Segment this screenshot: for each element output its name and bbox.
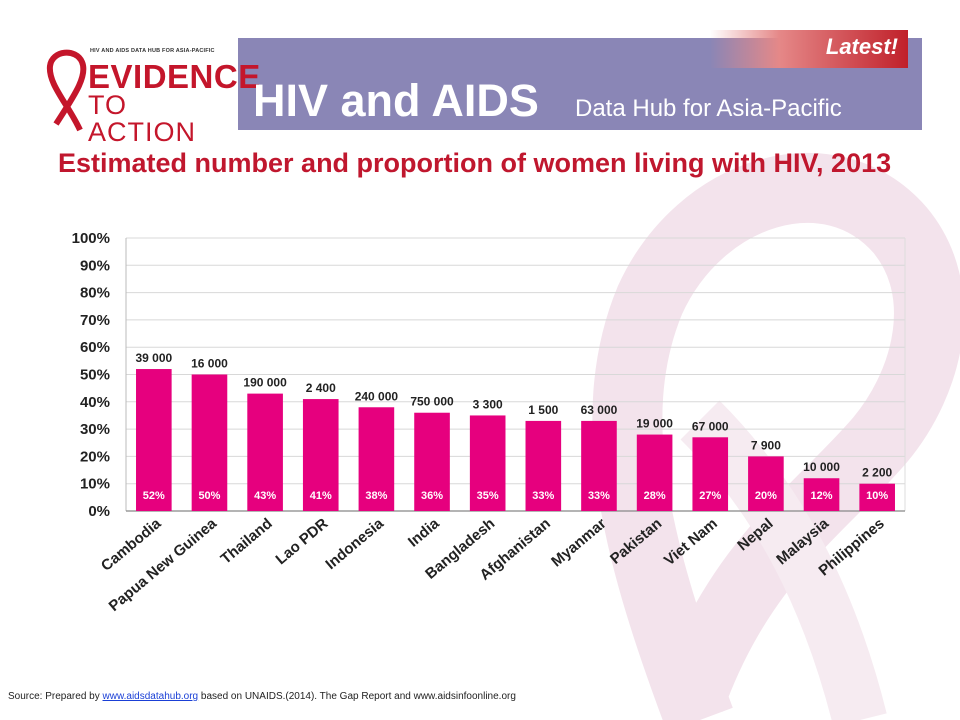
bar — [636, 434, 673, 511]
bar-percent-label: 43% — [254, 490, 276, 502]
logo-tagline: HIV AND AIDS DATA HUB FOR ASIA-PACIFIC — [90, 48, 215, 54]
logo-evidence-text: EVIDENCE — [88, 58, 261, 95]
bar — [136, 369, 172, 511]
y-tick-label: 20% — [80, 448, 110, 465]
bar — [859, 483, 895, 511]
hub-title: HIV and AIDS — [253, 75, 539, 126]
y-tick-label: 0% — [88, 503, 110, 520]
bar — [748, 456, 784, 511]
source-suffix: based on UNAIDS.(2014). The Gap Report a… — [198, 691, 516, 702]
hub-subtitle: Data Hub for Asia-Pacific — [575, 95, 842, 122]
bar-count-label: 750 000 — [410, 395, 454, 409]
bar-percent-label: 33% — [532, 490, 554, 502]
x-category-label: Pakistan — [607, 515, 665, 568]
x-category-label: Papua New Guinea — [106, 515, 221, 615]
bar-count-label: 10 000 — [803, 460, 840, 474]
bar-percent-label: 50% — [198, 490, 220, 502]
bar-percent-label: 27% — [699, 490, 721, 502]
bar-percent-label: 33% — [588, 490, 610, 502]
x-category-label: Nepal — [734, 515, 776, 554]
bar-percent-label: 38% — [365, 490, 387, 502]
logo-action-text: TO ACTION — [88, 90, 197, 147]
bar-count-label: 7 900 — [751, 438, 781, 452]
source-prefix: Source: Prepared by — [8, 691, 103, 702]
bar-count-label: 1 500 — [528, 403, 558, 417]
bar-percent-label: 36% — [421, 490, 443, 502]
y-tick-label: 70% — [80, 312, 110, 329]
bar — [803, 478, 840, 511]
bar-percent-label: 28% — [644, 490, 666, 502]
bar — [581, 420, 617, 511]
bar — [414, 412, 450, 511]
bar — [525, 420, 562, 511]
source-link[interactable]: www.aidsdatahub.org — [102, 691, 199, 702]
bar-count-label: 39 000 — [135, 351, 172, 365]
source-note: Source: Prepared by www.aidsdatahub.org … — [8, 691, 516, 702]
y-tick-label: 100% — [72, 230, 110, 247]
bar-count-label: 63 000 — [581, 403, 618, 417]
bar — [358, 407, 395, 511]
bar-count-label: 67 000 — [692, 419, 729, 433]
latest-label: Latest! — [825, 34, 898, 59]
y-tick-label: 10% — [80, 476, 110, 493]
y-tick-label: 90% — [80, 257, 110, 274]
bar-percent-label: 41% — [310, 490, 332, 502]
bar — [692, 437, 729, 511]
y-tick-label: 80% — [80, 285, 110, 302]
bar-count-label: 2 200 — [862, 466, 892, 480]
bar — [302, 399, 339, 511]
bar-count-label: 19 000 — [636, 417, 673, 431]
bar-count-label: 240 000 — [355, 389, 399, 403]
y-tick-label: 30% — [80, 421, 110, 438]
x-category-label: Viet Nam — [661, 515, 721, 569]
bar-percent-label: 20% — [755, 490, 777, 502]
x-category-label: India — [405, 515, 443, 551]
bar — [247, 393, 283, 511]
x-category-label: Myanmar — [548, 515, 610, 570]
bar-count-label: 190 000 — [243, 376, 287, 390]
bar-count-label: 2 400 — [306, 381, 336, 395]
bar-percent-label: 35% — [477, 490, 499, 502]
x-category-label: Thailand — [218, 515, 276, 568]
bar — [191, 374, 228, 511]
y-tick-label: 60% — [80, 339, 110, 356]
y-tick-label: 50% — [80, 367, 110, 384]
chart-title: Estimated number and proportion of women… — [58, 148, 892, 178]
bar-percent-label: 12% — [811, 490, 833, 502]
bar-count-label: 3 300 — [473, 397, 503, 411]
logo-area: HIV AND AIDS DATA HUB FOR ASIA-PACIFIC E… — [0, 38, 260, 146]
bar-count-label: 16 000 — [191, 357, 228, 371]
bar-percent-label: 10% — [866, 490, 888, 502]
bar-percent-label: 52% — [143, 490, 165, 502]
x-category-label: Indonesia — [322, 515, 387, 573]
bar — [469, 415, 506, 511]
latest-button[interactable]: Latest! — [710, 30, 908, 68]
red-ribbon-icon — [46, 49, 87, 132]
y-tick-label: 40% — [80, 394, 110, 411]
